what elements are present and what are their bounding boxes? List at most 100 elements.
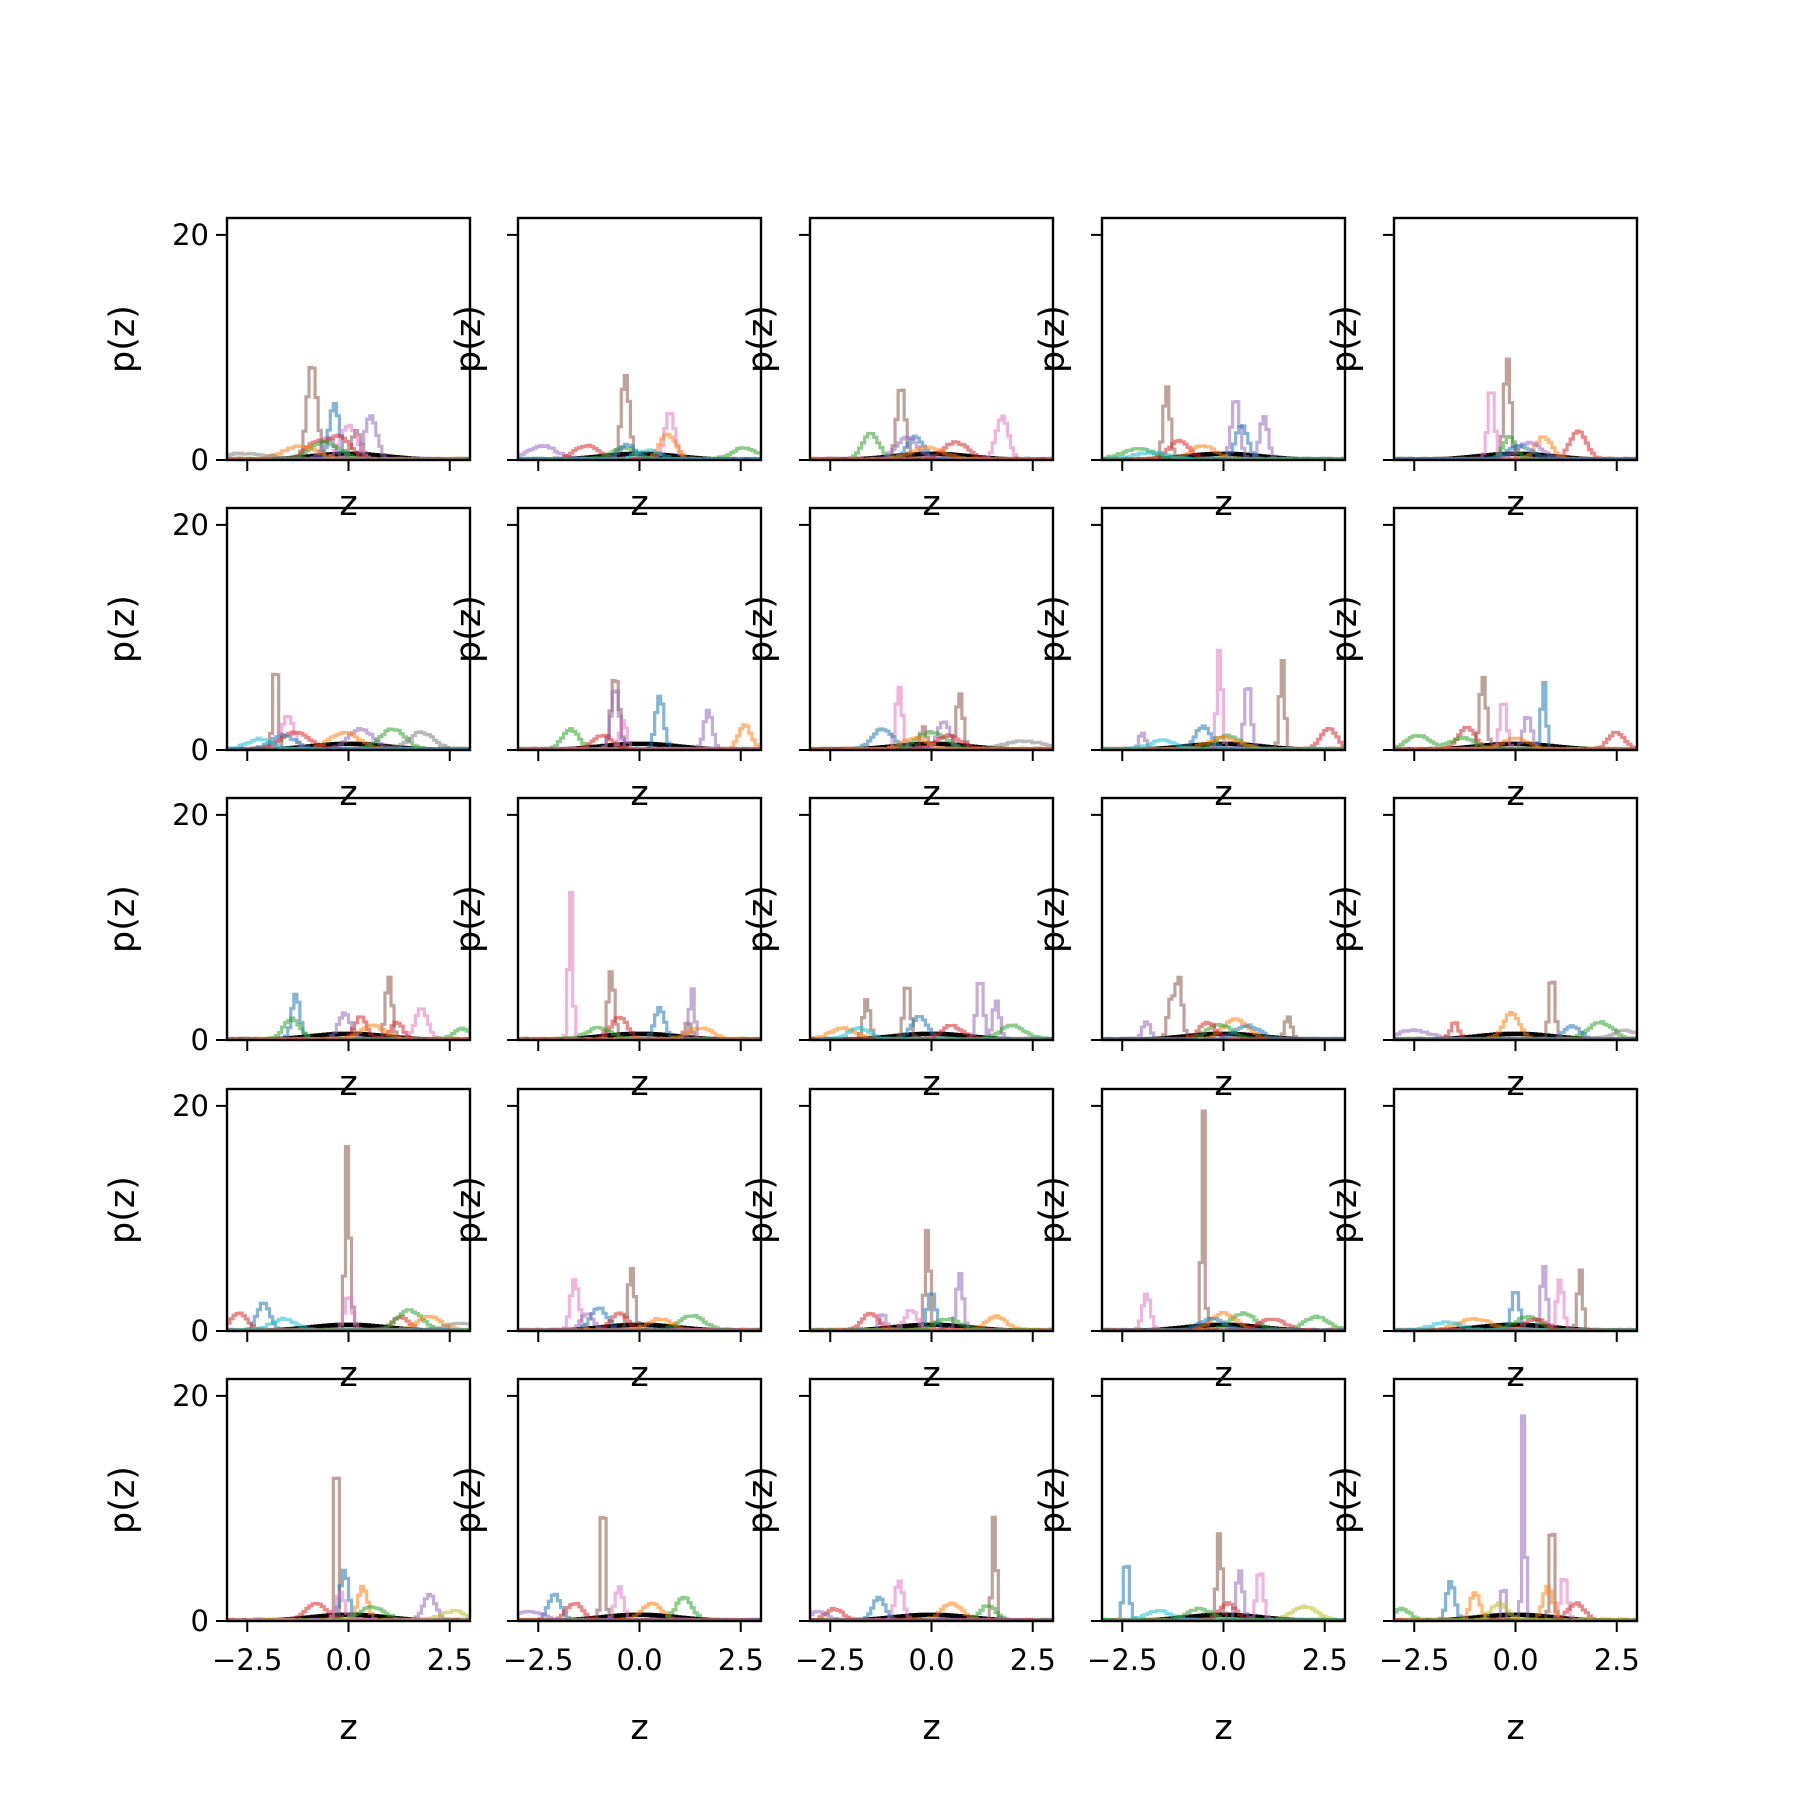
x-axis-label: z xyxy=(1214,1708,1232,1748)
y-axis-label: p(z) xyxy=(1325,885,1365,953)
xtick-label: 0.0 xyxy=(1200,1643,1246,1677)
ytick-label: 0 xyxy=(191,443,209,477)
subplot-5-3: −2.5 0.0 2.5 p(z) z xyxy=(741,1377,1056,1748)
y-axis-label: p(z) xyxy=(1033,1466,1073,1534)
series-purple-histogram xyxy=(518,1609,761,1621)
y-axis-label: p(z) xyxy=(103,885,143,953)
series-brown-histogram xyxy=(1394,980,1637,1040)
series-brown-histogram xyxy=(518,678,761,750)
xtick-label: 2.5 xyxy=(718,1643,764,1677)
ytick-label: 20 xyxy=(172,218,209,252)
series-brown-histogram xyxy=(227,975,470,1040)
subplot-2-5: p(z) z xyxy=(1325,506,1639,814)
x-axis-label: z xyxy=(1214,1355,1232,1395)
axes-frame xyxy=(808,1377,1055,1623)
series-brown-histogram xyxy=(1394,1532,1637,1621)
series-brown-histogram xyxy=(810,1228,1053,1331)
x-axis-label: z xyxy=(1506,484,1524,524)
y-axis-label: p(z) xyxy=(449,595,489,663)
series-orange-histogram xyxy=(810,735,1053,750)
plot-area xyxy=(1102,1109,1345,1331)
series-brown-histogram xyxy=(518,970,761,1040)
x-axis-label: z xyxy=(1214,774,1232,814)
series-brown-histogram xyxy=(810,1515,1053,1621)
series-brown-histogram xyxy=(1102,1109,1345,1331)
x-axis-label: z xyxy=(339,1355,357,1395)
x-axis-label: z xyxy=(922,1355,940,1395)
xtick-label: 0.0 xyxy=(908,1643,954,1677)
x-axis-label: z xyxy=(922,1708,940,1748)
x-axis-label: z xyxy=(339,774,357,814)
y-axis-label: p(z) xyxy=(1033,305,1073,373)
plot-area xyxy=(1394,357,1637,460)
axes-frame xyxy=(1392,216,1639,462)
x-axis-label: z xyxy=(922,484,940,524)
subplot-4-2: p(z) z xyxy=(449,1087,763,1395)
xtick-label: −2.5 xyxy=(1087,1643,1157,1677)
subplot-5-2: −2.5 0.0 2.5 p(z) z xyxy=(449,1377,764,1748)
plot-area xyxy=(227,1476,470,1621)
series-brown-histogram xyxy=(518,1515,761,1621)
subplot-1-2: p(z) z xyxy=(449,216,763,524)
subplot-3-5: p(z) z xyxy=(1325,796,1639,1104)
subplot-grid: 020p(z)zp(z)zp(z)zp(z)zp(z)z020p(z)zp(z)… xyxy=(103,216,1640,1748)
y-axis-label: p(z) xyxy=(449,885,489,953)
plot-area xyxy=(518,890,761,1040)
axes-frame xyxy=(1392,506,1639,752)
y-axis-label: p(z) xyxy=(1033,595,1073,663)
subplot-3-1: 0 20 p(z) z xyxy=(103,796,472,1104)
axes-frame xyxy=(1100,1087,1347,1333)
xtick-label: 2.5 xyxy=(1302,1643,1348,1677)
x-axis-label: z xyxy=(630,1355,648,1395)
ytick-label: 20 xyxy=(172,1089,209,1123)
plot-area xyxy=(810,1515,1053,1621)
series-brown-histogram xyxy=(518,1266,761,1331)
x-axis-label: z xyxy=(1506,1064,1524,1104)
x-axis-label: z xyxy=(1214,484,1232,524)
xtick-label: −2.5 xyxy=(212,1643,282,1677)
y-axis-label: p(z) xyxy=(103,1466,143,1534)
subplot-4-5: p(z) z xyxy=(1325,1087,1639,1395)
plot-area xyxy=(810,981,1053,1040)
axes-frame xyxy=(1392,1377,1639,1623)
plot-area xyxy=(1394,1264,1637,1331)
y-axis-label: p(z) xyxy=(741,1466,781,1534)
axes-frame xyxy=(516,796,763,1042)
axes-frame xyxy=(516,1377,763,1623)
y-axis-label: p(z) xyxy=(1325,305,1365,373)
plot-area xyxy=(810,685,1053,750)
subplot-5-5: −2.5 0.0 2.5 p(z) z xyxy=(1325,1377,1640,1748)
plot-area xyxy=(1102,385,1345,460)
subplot-2-2: p(z) z xyxy=(449,506,763,814)
axes-frame xyxy=(808,506,1055,752)
axes-frame xyxy=(808,216,1055,462)
y-axis-label: p(z) xyxy=(103,305,143,373)
subplot-4-4: p(z) z xyxy=(1033,1087,1347,1395)
series-brown-histogram xyxy=(1102,975,1345,1040)
plot-area xyxy=(518,1266,761,1331)
series-red-histogram xyxy=(810,440,1053,460)
subplot-1-3: p(z) z xyxy=(741,216,1055,524)
subplot-5-4: −2.5 0.0 2.5 p(z) z xyxy=(1033,1377,1348,1748)
series-purple-histogram xyxy=(1102,399,1345,460)
y-axis-label: p(z) xyxy=(1033,885,1073,953)
plot-area xyxy=(1102,1532,1345,1621)
y-axis-label: p(z) xyxy=(449,305,489,373)
x-axis-label: z xyxy=(1214,1064,1232,1104)
axes-frame xyxy=(808,796,1055,1042)
y-axis-label: p(z) xyxy=(1325,595,1365,663)
xtick-label: −2.5 xyxy=(503,1643,573,1677)
subplot-2-3: p(z) z xyxy=(741,506,1055,814)
x-axis-label: z xyxy=(1506,1708,1524,1748)
plot-area xyxy=(1102,648,1345,750)
y-axis-label: p(z) xyxy=(449,1176,489,1244)
series-pink-histogram xyxy=(227,1590,470,1621)
ytick-label: 0 xyxy=(191,733,209,767)
x-axis-label: z xyxy=(630,484,648,524)
series-purple-histogram xyxy=(1394,1414,1637,1621)
plot-area xyxy=(227,365,470,460)
series-purple-histogram xyxy=(1102,1020,1345,1040)
x-axis-label: z xyxy=(1506,774,1524,814)
xtick-label: 0.0 xyxy=(1492,1643,1538,1677)
